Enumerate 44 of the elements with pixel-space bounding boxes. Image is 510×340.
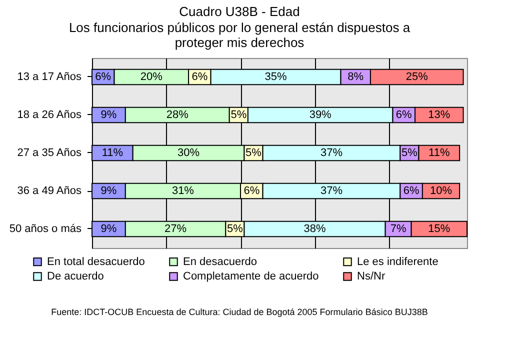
source-note: Fuente: IDCT-OCUB Encuesta de Cultura: Ciudad de Bogotá 2005 Formulario Básico BUJ38B <box>51 307 428 317</box>
data-label: 31% <box>172 185 194 197</box>
data-label: 6% <box>403 185 420 197</box>
data-label: 8% <box>348 71 364 83</box>
data-label: 9% <box>100 185 117 197</box>
legend-label: Le es indiferente <box>357 256 438 268</box>
data-label: 6% <box>95 71 112 83</box>
data-label: 20% <box>140 71 163 83</box>
data-label: 37% <box>320 185 343 197</box>
data-label: 11% <box>428 147 450 159</box>
data-label: 5% <box>246 147 262 159</box>
chart-subtitle: Los funcionarios públicos por lo general están dispuestos a proteger mis derechos <box>68 20 411 50</box>
chart-title: Cuadro U38B - Edad <box>179 4 300 19</box>
data-label: 5% <box>226 223 244 235</box>
data-label: 6% <box>192 71 208 83</box>
y-tick-label: 36 a 49 Años <box>17 185 82 197</box>
y-tick-label: 27 a 35 Años <box>17 147 82 159</box>
legend-label: Ns/Nr <box>357 270 386 282</box>
y-tick-label: 13 a 17 Años <box>17 71 82 83</box>
data-label: 6% <box>244 185 260 197</box>
data-label: 10% <box>430 185 452 197</box>
data-label: 27% <box>164 223 187 235</box>
data-label: 5% <box>230 109 247 121</box>
data-label: 6% <box>396 109 412 121</box>
legend-label: En total desacuerdo <box>47 256 145 268</box>
data-label: 38% <box>304 223 326 235</box>
y-tick-label: 50 años o más <box>9 223 82 235</box>
data-label: 13% <box>428 109 450 121</box>
data-label: 5% <box>401 147 418 159</box>
data-label: 9% <box>100 223 117 235</box>
data-label: 28% <box>166 109 189 121</box>
data-label: 30% <box>178 147 200 159</box>
data-label: 35% <box>264 71 288 83</box>
legend-label: En desacuerdo <box>183 256 257 268</box>
data-label: 7% <box>390 223 406 235</box>
legend-label: Completamente de acuerdo <box>183 270 319 282</box>
y-tick-label: 18 a 26 Años <box>17 109 82 121</box>
data-label: 15% <box>428 223 450 235</box>
data-label: 37% <box>320 147 343 159</box>
data-label: 11% <box>102 147 124 159</box>
data-label: 39% <box>309 109 332 121</box>
legend-label: De acuerdo <box>47 270 104 282</box>
data-label: 25% <box>406 71 428 83</box>
data-label: 9% <box>100 109 117 121</box>
